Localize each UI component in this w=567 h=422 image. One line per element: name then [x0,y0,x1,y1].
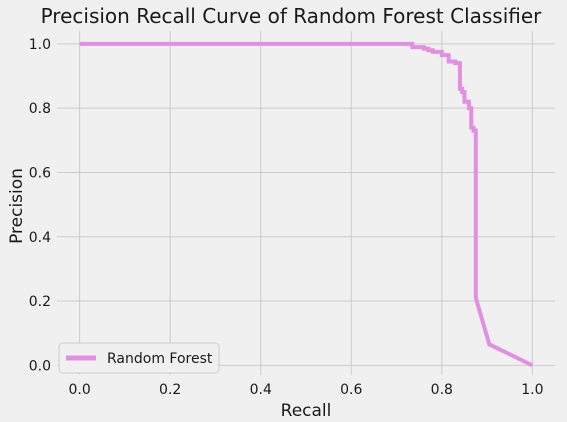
x-axis-label: Recall [281,401,332,421]
y-tick-label: 0.8 [29,101,51,117]
y-tick-label: 0.2 [29,294,51,310]
y-tick-label: 0.6 [29,165,51,181]
legend-box [58,342,220,374]
x-tick-label: 0.0 [69,382,91,398]
series-line-random-forest [79,41,534,368]
y-tick-label: 0.4 [29,230,51,246]
y-tick-label: 1.0 [29,37,51,53]
series-layer [79,41,534,368]
x-tick-label: 0.2 [159,382,181,398]
y-tick-label: 0.0 [29,358,51,374]
x-tick-label: 1.0 [521,382,543,398]
chart-title: Precision Recall Curve of Random Forest … [41,4,543,28]
x-tick-label: 0.6 [340,382,362,398]
x-tick-label: 0.8 [431,382,453,398]
legend-label: Random Forest [107,351,213,367]
tick-labels: 0.0 0.2 0.4 0.6 0.8 1.0 0.0 0.2 0.4 0.6 0.8 1.0 [29,37,544,398]
legend: Random Forest [58,342,220,374]
y-axis-label: Precision [7,168,27,244]
x-tick-label: 0.4 [250,382,272,398]
